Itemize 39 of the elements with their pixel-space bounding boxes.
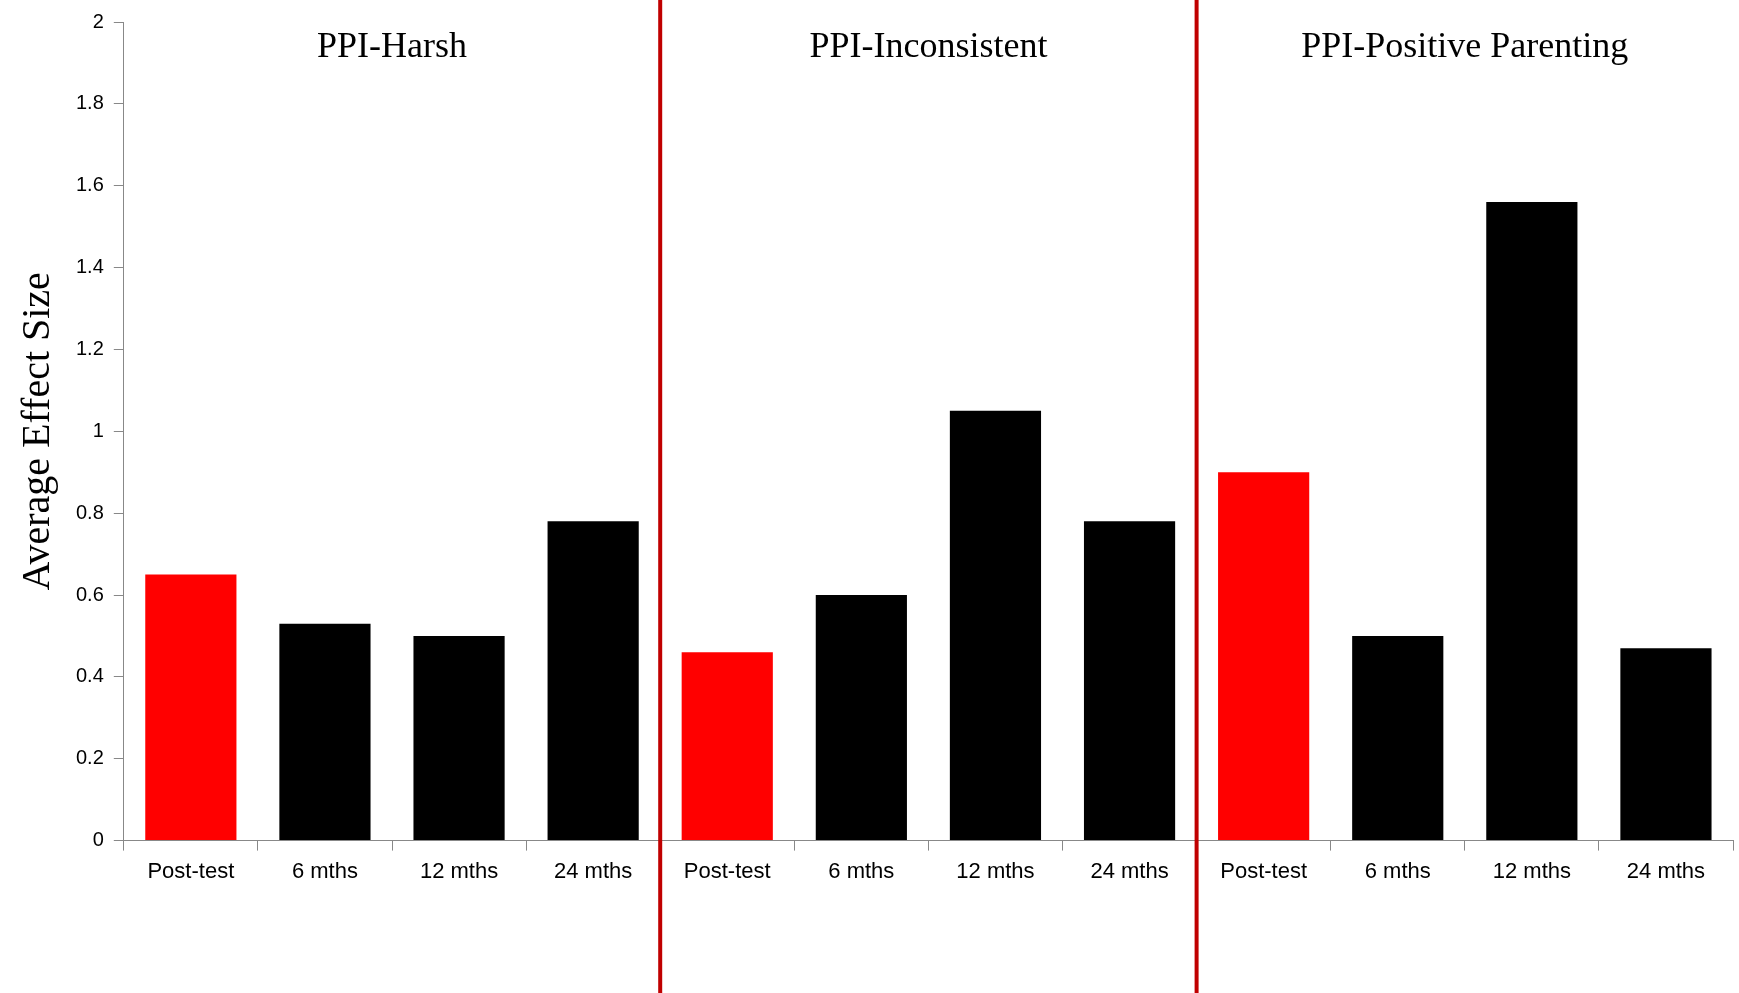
y-tick-label: 1.4 (75, 255, 104, 278)
annotation: PPI-Harsh (317, 25, 467, 66)
x-tick-label: 6 mths (291, 857, 358, 883)
y-tick-label: 2 (92, 9, 104, 32)
bar (1218, 472, 1310, 841)
bar (279, 623, 371, 841)
x-tick-label: 24 mths (554, 857, 633, 883)
y-tick-label: 0.4 (75, 664, 104, 687)
y-tick-label: 1.6 (75, 173, 104, 196)
bar (1620, 648, 1712, 841)
bar (1352, 635, 1444, 841)
y-tick-label: 1 (92, 418, 104, 441)
x-tick-label: 24 mths (1626, 857, 1706, 883)
x-tick-label: 12 mths (419, 857, 499, 883)
bar (145, 574, 237, 841)
annotation: PPI-Inconsistent (809, 25, 1048, 66)
x-tick-label: Post-test (147, 857, 235, 883)
bar (681, 652, 773, 841)
bar (815, 595, 907, 841)
bar (547, 521, 639, 841)
y-tick-label: 0.8 (75, 500, 104, 523)
x-tick-label: Post-test (1220, 857, 1308, 883)
bar (949, 410, 1042, 841)
y-tick-label: 1.8 (75, 91, 104, 114)
y-tick-label: 1.2 (75, 336, 104, 359)
annotation: PPI-Positive Parenting (1301, 25, 1629, 66)
bar (1486, 202, 1578, 841)
x-tick-label: 24 mths (1090, 857, 1169, 883)
x-tick-label: 12 mths (1492, 857, 1571, 883)
x-tick-label: 6 mths (828, 857, 895, 883)
x-tick-label: Post-test (683, 857, 771, 883)
x-tick-label: 12 mths (956, 857, 1035, 883)
x-tick-label: 6 mths (1364, 857, 1431, 883)
y-axis-title: Average Effect Size (12, 272, 58, 591)
bar (413, 635, 505, 841)
bar (1083, 521, 1176, 841)
y-tick-label: 0 (92, 828, 104, 851)
y-tick-label: 0.2 (75, 746, 104, 769)
y-tick-label: 0.6 (75, 582, 104, 605)
